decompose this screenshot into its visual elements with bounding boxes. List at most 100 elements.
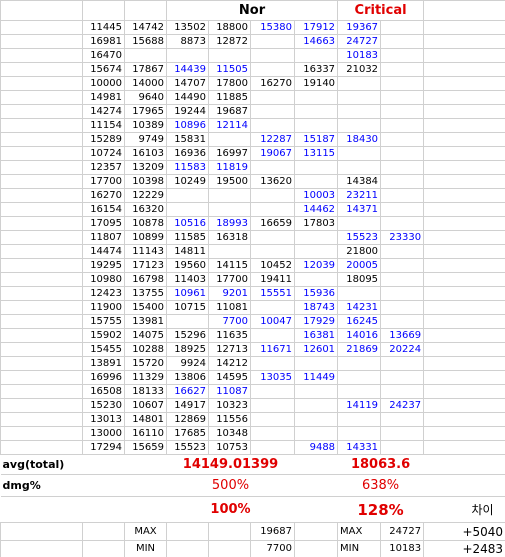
cell xyxy=(423,132,505,147)
cell: 15289 xyxy=(82,132,125,147)
min-critical: 10183 xyxy=(380,540,425,557)
row-label-cell xyxy=(0,398,83,413)
cell: 16270 xyxy=(82,188,125,203)
avg-row: avg(total) 14149.01399 18063.6 xyxy=(0,454,505,475)
cell xyxy=(380,216,425,231)
cell xyxy=(423,300,505,315)
cell: 14371 xyxy=(337,202,382,217)
data-row: 19295 17123 19560 14115 10452 12039 20005 xyxy=(0,258,505,273)
cell: 13981 xyxy=(124,314,167,329)
avg-nor: 14149.01399 xyxy=(166,454,295,475)
cell xyxy=(250,328,295,343)
cell: 14490 xyxy=(166,90,209,105)
cell: 17123 xyxy=(124,258,167,273)
cell: 15380 xyxy=(250,20,295,35)
cell: 18133 xyxy=(124,384,167,399)
cell xyxy=(423,104,505,119)
cell xyxy=(293,104,339,119)
cell: 10899 xyxy=(124,230,167,245)
cell: 14075 xyxy=(124,328,167,343)
cell: 10003 xyxy=(293,188,339,203)
cell xyxy=(293,398,339,413)
cell xyxy=(250,202,295,217)
cell xyxy=(423,230,505,245)
cell: 16627 xyxy=(166,384,209,399)
row-label-cell xyxy=(0,48,83,63)
cell: 15523 xyxy=(166,440,209,455)
cell: 15688 xyxy=(124,34,167,49)
cell: 20005 xyxy=(337,258,382,273)
row-label-cell xyxy=(0,300,83,315)
cell xyxy=(250,244,295,259)
cell: 10607 xyxy=(124,398,167,413)
cell xyxy=(337,370,382,385)
data-row: 12357 13209 11583 11819 xyxy=(0,160,505,175)
row-label-cell xyxy=(0,90,83,105)
cell: 14274 xyxy=(82,104,125,119)
cell xyxy=(250,440,295,455)
cell xyxy=(337,216,382,231)
row-label-cell xyxy=(0,384,83,399)
cell xyxy=(250,356,295,371)
cell: 23330 xyxy=(380,230,425,245)
cell: 17929 xyxy=(293,314,339,329)
cell xyxy=(380,34,425,49)
cell xyxy=(423,20,505,35)
cell: 16798 xyxy=(124,272,167,287)
cell: 14119 xyxy=(337,398,382,413)
cell xyxy=(250,398,295,413)
row-label-cell xyxy=(0,370,83,385)
cell xyxy=(423,398,505,413)
cell xyxy=(423,384,505,399)
cell: 16245 xyxy=(337,314,382,329)
data-row: 14474 11143 14811 21800 xyxy=(0,244,505,259)
cell: 14595 xyxy=(208,370,251,385)
cell: 15187 xyxy=(293,132,339,147)
data-row: 12423 13755 10961 9201 15551 15936 xyxy=(0,286,505,301)
cell xyxy=(423,244,505,259)
cell xyxy=(423,76,505,91)
cell xyxy=(208,244,251,259)
cell: 19244 xyxy=(166,104,209,119)
cell: 16270 xyxy=(250,76,295,91)
cell: 10183 xyxy=(337,48,382,63)
cell: 17700 xyxy=(82,174,125,189)
avg-label: avg(total) xyxy=(0,454,83,475)
data-row: 15674 17867 14439 11505 16337 21032 xyxy=(0,62,505,77)
critical-header: Critical xyxy=(337,0,425,21)
cell: 17800 xyxy=(208,76,251,91)
data-row: 16154 16320 14462 14371 xyxy=(0,202,505,217)
cell xyxy=(337,286,382,301)
cell xyxy=(337,426,382,441)
cell: 16996 xyxy=(82,370,125,385)
cell: 14981 xyxy=(82,90,125,105)
cell xyxy=(208,48,251,63)
cell xyxy=(250,188,295,203)
cell: 13806 xyxy=(166,370,209,385)
cell xyxy=(380,286,425,301)
cell: 11900 xyxy=(82,300,125,315)
cell: 10249 xyxy=(166,174,209,189)
cell xyxy=(423,174,505,189)
cell xyxy=(423,48,505,63)
cell: 15523 xyxy=(337,230,382,245)
diff-label: 차이 xyxy=(423,496,505,523)
cell: 9640 xyxy=(124,90,167,105)
cell: 15551 xyxy=(250,286,295,301)
cell xyxy=(166,202,209,217)
cell: 15296 xyxy=(166,328,209,343)
cell: 16659 xyxy=(250,216,295,231)
cell: 15720 xyxy=(124,356,167,371)
data-row: 11900 15400 10715 11081 18743 14231 xyxy=(0,300,505,315)
cell: 14439 xyxy=(166,62,209,77)
cell xyxy=(423,34,505,49)
data-row: 16508 18133 16627 11087 xyxy=(0,384,505,399)
cell: 11583 xyxy=(166,160,209,175)
cell: 19687 xyxy=(208,104,251,119)
row-label-cell xyxy=(0,146,83,161)
cell: 15230 xyxy=(82,398,125,413)
cell xyxy=(293,160,339,175)
cell xyxy=(423,356,505,371)
cell xyxy=(380,76,425,91)
cell: 13209 xyxy=(124,160,167,175)
